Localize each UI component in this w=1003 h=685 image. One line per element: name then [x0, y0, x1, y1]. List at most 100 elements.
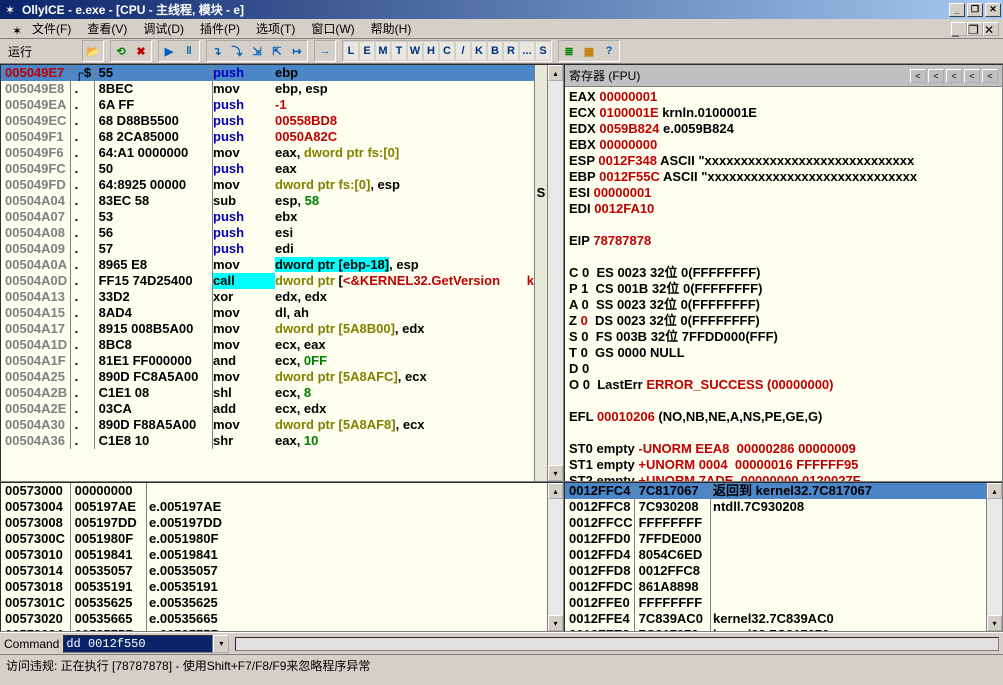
scroll-down-button[interactable]: ▾: [548, 615, 563, 631]
dump-row[interactable]: 0057300C 0051980Fe.0051980F: [1, 531, 547, 547]
disasm-row[interactable]: 00504A0A . 8965 E8movdword ptr [ebp-18],…: [1, 257, 534, 273]
close-prog-button[interactable]: ✖: [131, 41, 151, 61]
register-line[interactable]: P 1 CS 001B 32位 0(FFFFFFFF): [569, 281, 998, 297]
run-button[interactable]: ▶: [159, 41, 179, 61]
stack-row[interactable]: 0012FFD8 0012FFC8: [565, 563, 986, 579]
register-line[interactable]: EDI 0012FA10: [569, 201, 998, 217]
register-line[interactable]: EIP 78787878: [569, 233, 998, 249]
help-button[interactable]: ?: [599, 41, 619, 61]
disasm-row[interactable]: 00504A30 . 890D F88A5A00movdword ptr [5A…: [1, 417, 534, 433]
disasm-row[interactable]: 00504A09 . 57pushedi: [1, 241, 534, 257]
scroll-down-button[interactable]: ▾: [987, 615, 1002, 631]
menu-plugins[interactable]: 插件(P): [192, 18, 248, 39]
window-r-button[interactable]: R: [503, 41, 519, 61]
stack-row[interactable]: 0012FFC8 7C930208ntdll.7C930208: [565, 499, 986, 515]
disasm-row[interactable]: 00504A17 . 8915 008B5A00movdword ptr [5A…: [1, 321, 534, 337]
dump-row[interactable]: 00573008 005197DDe.005197DD: [1, 515, 547, 531]
scroll-up-button[interactable]: ▴: [987, 483, 1002, 499]
stack-row[interactable]: 0012FFE0 FFFFFFFF: [565, 595, 986, 611]
scroll-up-button[interactable]: ▴: [548, 65, 563, 81]
disasm-row[interactable]: 00504A0D . FF15 74D25400calldword ptr [<…: [1, 273, 534, 289]
open-button[interactable]: 📂: [83, 41, 103, 61]
register-line[interactable]: ESP 0012F348 ASCII "xxxxxxxxxxxxxxxxxxxx…: [569, 153, 998, 169]
stack-row[interactable]: 0012FFE4 7C839AC0kernel32.7C839AC0: [565, 611, 986, 627]
window-m-button[interactable]: M: [375, 41, 391, 61]
step-into-button[interactable]: ↴: [207, 41, 227, 61]
disasm-row[interactable]: 00504A07 . 53pushebx: [1, 209, 534, 225]
stack-row[interactable]: 0012FFDC 861A8898: [565, 579, 986, 595]
window-w-button[interactable]: W: [407, 41, 423, 61]
minimize-button[interactable]: _: [949, 3, 965, 17]
scroll-down-button[interactable]: ▾: [548, 465, 563, 481]
maximize-button[interactable]: ❐: [967, 3, 983, 17]
register-line[interactable]: ESI 00000001: [569, 185, 998, 201]
exec-till-ret-button[interactable]: ↦: [287, 41, 307, 61]
scroll-up-button[interactable]: ▴: [548, 483, 563, 499]
register-line[interactable]: ST0 empty -UNORM EEA8 00000286 00000009: [569, 441, 998, 457]
register-line[interactable]: [569, 249, 998, 265]
window-b-button[interactable]: B: [487, 41, 503, 61]
appearance-button[interactable]: ≣: [559, 41, 579, 61]
register-line[interactable]: Z 0 DS 0023 32位 0(FFFFFFFF): [569, 313, 998, 329]
menu-debug[interactable]: 调试(D): [135, 18, 192, 39]
register-line[interactable]: EFL 00010206 (NO,NB,NE,A,NS,PE,GE,G): [569, 409, 998, 425]
options-button[interactable]: ▦: [579, 41, 599, 61]
register-line[interactable]: C 0 ES 0023 32位 0(FFFFFFFF): [569, 265, 998, 281]
dump-row[interactable]: 00573020 00535665e.00535665: [1, 611, 547, 627]
trace-over-button[interactable]: ⇱: [267, 41, 287, 61]
close-button[interactable]: ✕: [985, 3, 1001, 17]
stack-pane[interactable]: 0012FFC4 7C817067返回到 kernel32.7C81706700…: [564, 482, 1003, 632]
step-over-button[interactable]: ⤵: [227, 41, 247, 61]
window-e-button[interactable]: E: [359, 41, 375, 61]
disasm-row[interactable]: 00504A1F . 81E1 FF000000andecx, 0FF: [1, 353, 534, 369]
window-c-button[interactable]: C: [439, 41, 455, 61]
register-line[interactable]: A 0 SS 0023 32位 0(FFFFFFFF): [569, 297, 998, 313]
dump-scrollbar[interactable]: ▴ ▾: [547, 483, 563, 631]
window-k-button[interactable]: K: [471, 41, 487, 61]
stack-row[interactable]: 0012FFE8 7C817070kernel32.7C817070: [565, 627, 986, 631]
disasm-row[interactable]: 005049FD . 64:8925 00000movdword ptr fs:…: [1, 177, 534, 193]
disassembly-pane[interactable]: 005049E7 ┌$ 55pushebp005049E8 . 8BECmove…: [0, 64, 564, 482]
dump-row[interactable]: 0057301C 00535625e.00535625: [1, 595, 547, 611]
disasm-row[interactable]: 00504A36 . C1E8 10shreax, 10: [1, 433, 534, 449]
reg-prev-button[interactable]: <: [910, 69, 926, 83]
register-line[interactable]: [569, 217, 998, 233]
reg-prev4-button[interactable]: <: [964, 69, 980, 83]
disasm-row[interactable]: 005049E7 ┌$ 55pushebp: [1, 65, 534, 81]
disasm-scrollbar[interactable]: ▴ ▾: [547, 65, 563, 481]
command-input[interactable]: [63, 635, 213, 653]
window-/-button[interactable]: /: [455, 41, 471, 61]
register-line[interactable]: S 0 FS 003B 32位 7FFDD000(FFF): [569, 329, 998, 345]
pause-button[interactable]: ‖: [179, 41, 199, 61]
dump-pane[interactable]: 00573000 0000000000573004 005197AEe.0051…: [0, 482, 564, 632]
disasm-row[interactable]: 005049F6 . 64:A1 0000000moveax, dword pt…: [1, 145, 534, 161]
mdi-max-button[interactable]: ❐: [967, 22, 983, 36]
disasm-row[interactable]: 005049EA . 6A FFpush-1: [1, 97, 534, 113]
disasm-row[interactable]: 00504A13 . 33D2xoredx, edx: [1, 289, 534, 305]
register-line[interactable]: ECX 0100001E krnln.0100001E: [569, 105, 998, 121]
menu-help[interactable]: 帮助(H): [363, 18, 420, 39]
reg-prev5-button[interactable]: <: [982, 69, 998, 83]
register-line[interactable]: EDX 0059B824 e.0059B824: [569, 121, 998, 137]
menu-file[interactable]: 文件(F): [24, 18, 79, 39]
window-l-button[interactable]: L: [343, 41, 359, 61]
command-dropdown-button[interactable]: ▾: [213, 635, 229, 653]
disasm-row[interactable]: 005049EC . 68 D88B5500push00558BD8: [1, 113, 534, 129]
disasm-row[interactable]: 005049FC . 50pusheax: [1, 161, 534, 177]
stack-row[interactable]: 0012FFD4 8054C6ED: [565, 547, 986, 563]
register-line[interactable]: [569, 425, 998, 441]
register-line[interactable]: O 0 LastErr ERROR_SUCCESS (00000000): [569, 377, 998, 393]
register-line[interactable]: EBP 0012F55C ASCII "xxxxxxxxxxxxxxxxxxxx…: [569, 169, 998, 185]
stack-row[interactable]: 0012FFCC FFFFFFFF: [565, 515, 986, 531]
register-line[interactable]: [569, 393, 998, 409]
register-line[interactable]: EAX 00000001: [569, 89, 998, 105]
window-...-button[interactable]: ...: [519, 41, 535, 61]
register-line[interactable]: ST1 empty +UNORM 0004 00000016 FFFFFF95: [569, 457, 998, 473]
dump-row[interactable]: 00573004 005197AEe.005197AE: [1, 499, 547, 515]
stack-row[interactable]: 0012FFC4 7C817067返回到 kernel32.7C817067: [565, 483, 986, 499]
disasm-row[interactable]: 00504A04 . 83EC 58subesp, 58: [1, 193, 534, 209]
window-t-button[interactable]: T: [391, 41, 407, 61]
registers-pane[interactable]: 寄存器 (FPU) < < < < < EAX 00000001ECX 0100…: [564, 64, 1003, 482]
disasm-row[interactable]: 005049E8 . 8BECmovebp, esp: [1, 81, 534, 97]
register-line[interactable]: ST2 empty +UNORM 7ADE 00000000 0120027F: [569, 473, 998, 481]
